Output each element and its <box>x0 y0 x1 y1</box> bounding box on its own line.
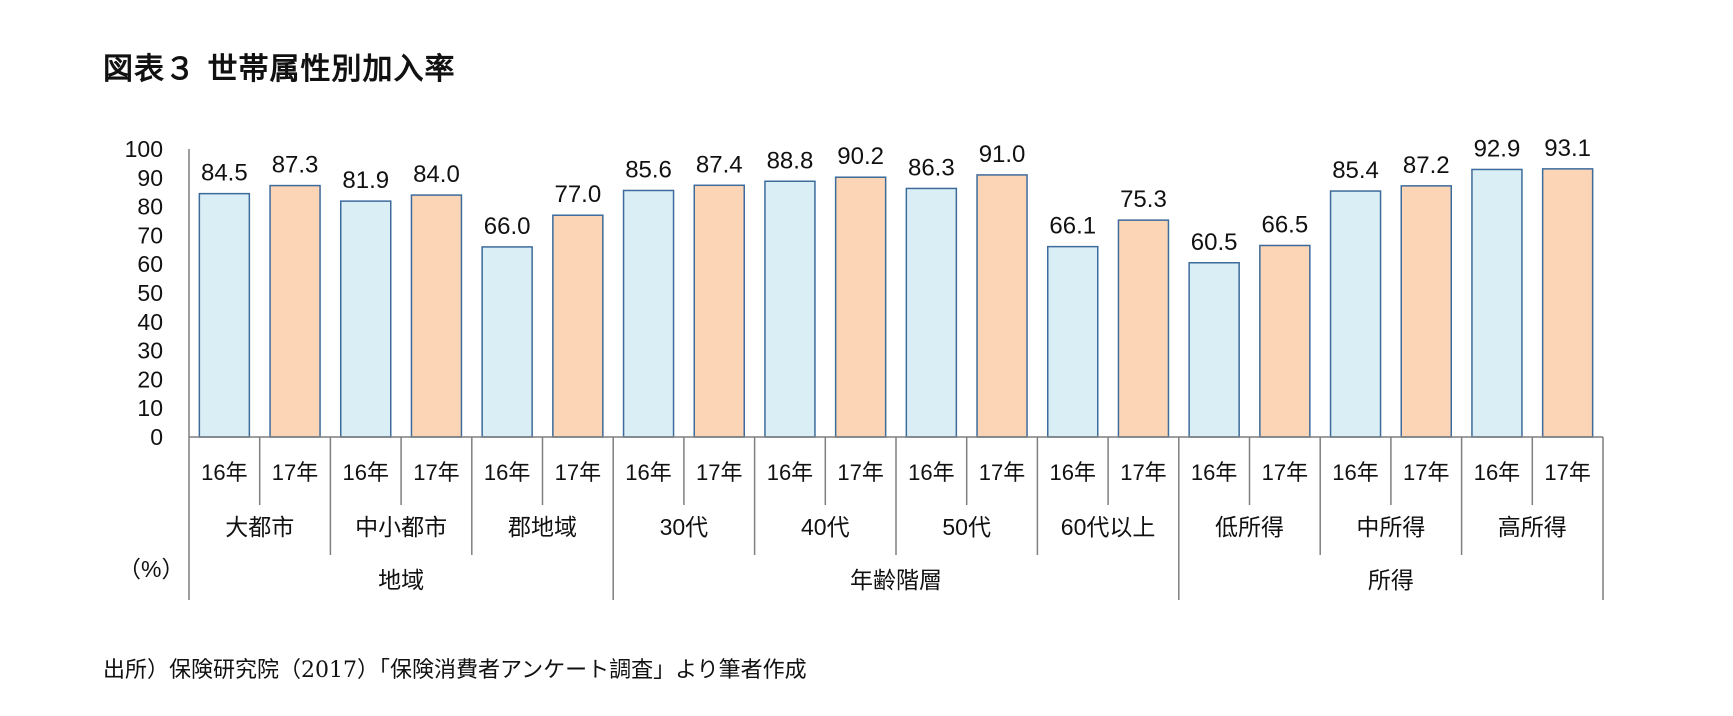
data-label: 81.9 <box>342 167 389 194</box>
category-label: 大都市 <box>225 514 294 540</box>
x-tick-label: 16年 <box>1191 460 1237 485</box>
data-label: 87.4 <box>696 151 743 178</box>
x-tick-label: 16年 <box>484 460 530 485</box>
data-label: 66.5 <box>1261 211 1308 238</box>
category-label: 低所得 <box>1215 514 1284 540</box>
category-label: 中所得 <box>1356 514 1425 540</box>
x-tick-label: 16年 <box>767 460 813 485</box>
bar <box>1117 219 1170 438</box>
bar <box>1400 185 1452 438</box>
bar <box>622 189 675 438</box>
y-tick-label: 0 <box>150 424 163 450</box>
category-label: 50代 <box>942 514 991 540</box>
category-label: 高所得 <box>1498 514 1567 540</box>
x-tick-label: 16年 <box>201 460 247 485</box>
x-tick-label: 17年 <box>1262 460 1308 485</box>
bar <box>198 192 251 438</box>
bar <box>552 214 604 438</box>
x-tick-label: 16年 <box>343 460 389 485</box>
bar <box>410 194 463 438</box>
y-tick-label: 40 <box>137 309 163 335</box>
x-tick-label: 17年 <box>413 460 459 485</box>
data-label: 87.3 <box>272 152 319 179</box>
bar <box>1329 190 1382 438</box>
figure-title: 図表３ 世帯属性別加入率 <box>103 52 456 87</box>
data-label: 75.3 <box>1120 186 1167 213</box>
x-tick-label: 17年 <box>1403 460 1449 485</box>
x-tick-label: 17年 <box>837 460 883 485</box>
bar <box>1259 244 1311 438</box>
x-tick-label: 16年 <box>625 460 671 485</box>
bar <box>976 174 1028 438</box>
category-label: 郡地域 <box>508 514 577 540</box>
category-label: 60代以上 <box>1061 514 1156 540</box>
data-label: 92.9 <box>1474 135 1521 162</box>
y-tick-label: 100 <box>125 136 163 162</box>
bar <box>1188 262 1240 438</box>
data-label: 86.3 <box>908 154 955 181</box>
bar <box>764 180 816 438</box>
category-label: 40代 <box>801 514 850 540</box>
data-label: 87.2 <box>1403 152 1450 179</box>
source-note: 出所）保険研究院（2017）「保険消費者アンケート調査」より筆者作成 <box>103 658 807 683</box>
y-tick-label: 60 <box>137 251 163 277</box>
data-label: 85.4 <box>1332 157 1379 184</box>
data-label: 60.5 <box>1191 229 1238 256</box>
bar <box>269 184 321 438</box>
y-tick-label: 30 <box>137 338 163 364</box>
x-tick-label: 16年 <box>1474 460 1520 485</box>
bar <box>481 246 533 438</box>
y-tick-label: 10 <box>137 395 163 421</box>
x-tick-label: 17年 <box>696 460 742 485</box>
bar <box>905 187 958 438</box>
data-label: 66.0 <box>484 213 531 240</box>
bar <box>1541 168 1594 438</box>
data-label: 85.6 <box>625 156 672 183</box>
y-tick-label: 80 <box>137 194 163 220</box>
data-label: 84.0 <box>413 161 460 188</box>
category-label: 30代 <box>660 514 709 540</box>
category-label: 中小都市 <box>355 514 447 540</box>
x-tick-label: 17年 <box>555 460 601 485</box>
data-label: 90.2 <box>837 143 884 170</box>
x-tick-label: 16年 <box>1050 460 1096 485</box>
bar <box>834 176 887 438</box>
data-label: 88.8 <box>767 147 814 174</box>
group-label: 地域 <box>378 567 424 593</box>
x-tick-label: 17年 <box>1120 460 1166 485</box>
x-tick-label: 17年 <box>1544 460 1590 485</box>
bar <box>1471 168 1523 438</box>
y-axis-unit: （%） <box>118 556 184 582</box>
y-tick-label: 90 <box>137 165 163 191</box>
y-tick-label: 70 <box>137 222 163 248</box>
group-label: 所得 <box>1368 567 1414 593</box>
bar <box>1047 245 1099 438</box>
data-label: 77.0 <box>554 181 601 208</box>
data-label: 66.1 <box>1049 213 1096 240</box>
x-tick-label: 16年 <box>1332 460 1378 485</box>
bar <box>340 200 392 438</box>
data-label: 93.1 <box>1544 135 1591 162</box>
data-label: 91.0 <box>979 141 1026 168</box>
y-tick-label: 50 <box>137 280 163 306</box>
x-tick-label: 16年 <box>908 460 954 485</box>
data-label: 84.5 <box>201 160 248 187</box>
x-tick-label: 17年 <box>272 460 318 485</box>
x-tick-label: 17年 <box>979 460 1025 485</box>
bar <box>693 184 745 438</box>
y-tick-label: 20 <box>137 366 163 392</box>
group-label: 年齢階層 <box>850 567 942 593</box>
